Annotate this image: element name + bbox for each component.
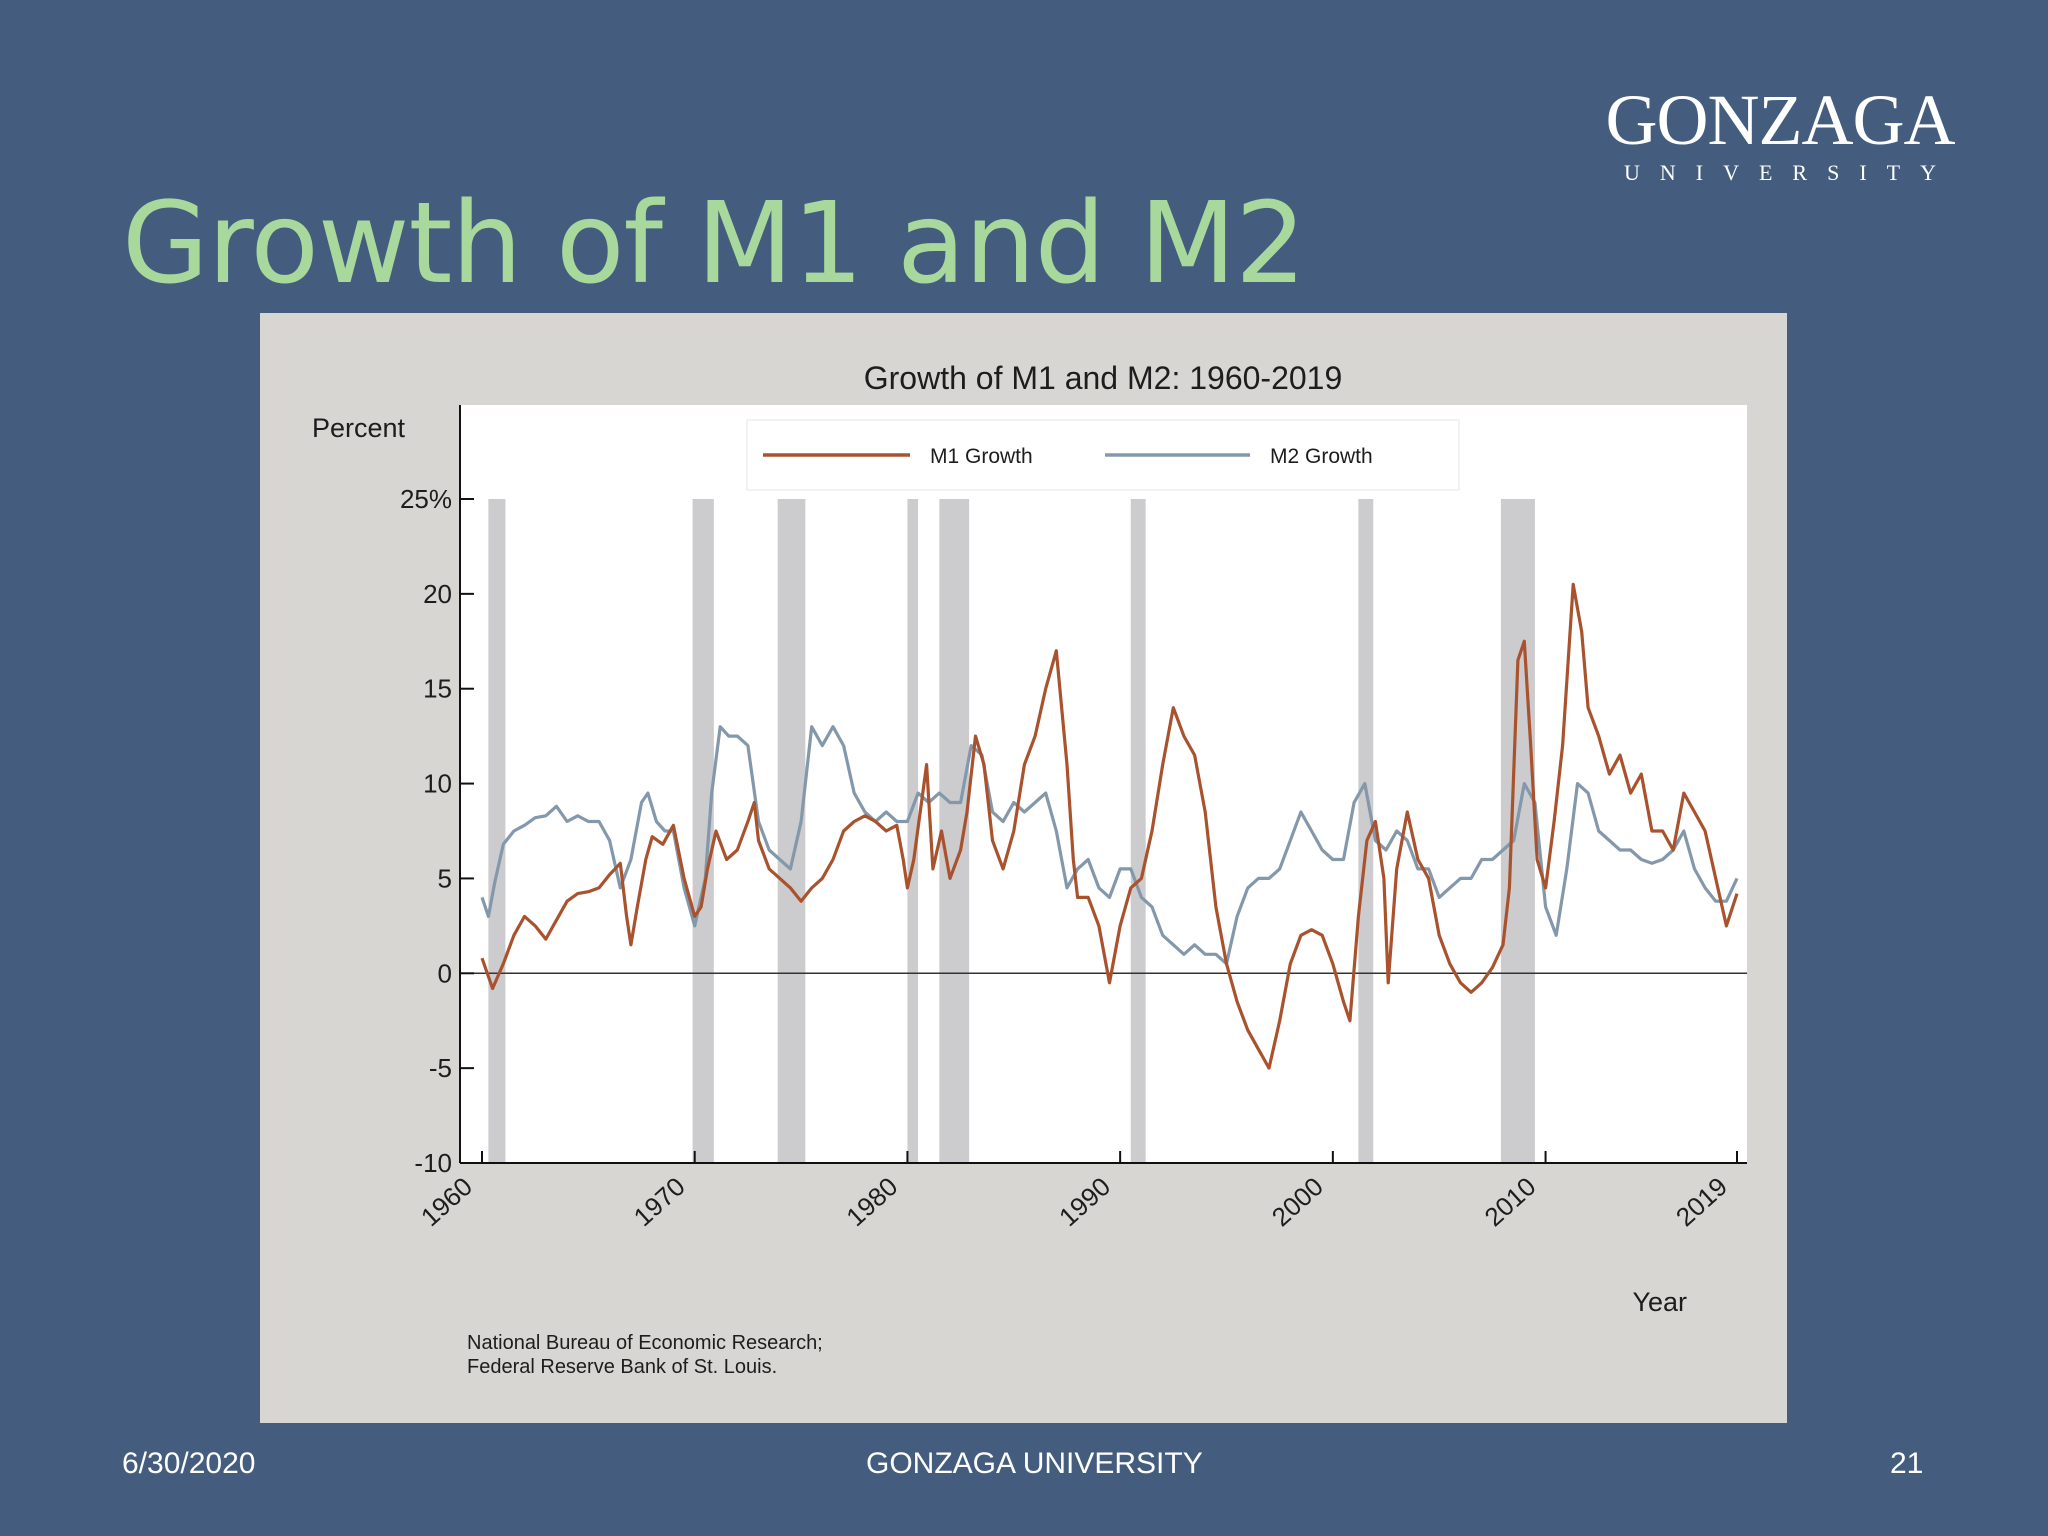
y-axis-label: Percent [312, 413, 406, 443]
source-line-1: National Bureau of Economic Research; [467, 1332, 823, 1354]
x-tick-label: 2019 [1670, 1171, 1733, 1232]
y-tick-label: 0 [438, 958, 452, 988]
x-axis-label: Year [1632, 1287, 1687, 1317]
plot-area [460, 405, 1747, 1163]
legend-m1-label: M1 Growth [930, 445, 1033, 468]
legend-m2-label: M2 Growth [1270, 445, 1373, 468]
recession-band-4 [907, 499, 919, 1163]
source-line-2: Federal Reserve Bank of St. Louis. [467, 1356, 777, 1378]
footer-university: GONZAGA UNIVERSITY [866, 1447, 1203, 1480]
recession-band-2 [692, 499, 714, 1163]
x-tick-label: 1970 [628, 1171, 691, 1232]
y-tick-label: 25% [400, 484, 452, 514]
y-tick-label: -10 [414, 1148, 452, 1178]
logo-wordmark: GONZAGA [1605, 80, 1956, 160]
recession-band-8 [1500, 499, 1535, 1163]
x-tick-label: 2000 [1266, 1171, 1329, 1232]
gonzaga-logo: GONZAGA UNIVERSITY [1600, 84, 1960, 186]
x-tick-label: 1960 [415, 1171, 478, 1232]
y-tick-label: 10 [423, 769, 452, 799]
recession-band-7 [1358, 499, 1374, 1163]
chart-title: Growth of M1 and M2: 1960-2019 [864, 360, 1343, 396]
y-tick-label: 15 [423, 674, 452, 704]
recession-band-1 [488, 499, 506, 1163]
recession-band-6 [1130, 499, 1146, 1163]
logo-subtext: UNIVERSITY [1624, 160, 1956, 185]
recession-bands [488, 499, 1535, 1163]
chart-panel: 25% 20 15 10 5 0 -5 -10 1960 1970 1980 1990 2000 2010… [260, 313, 1787, 1423]
series-layer [480, 582, 1739, 1070]
legend: M1 Growth M2 Growth [746, 419, 1460, 491]
recession-band-3 [777, 499, 806, 1163]
page-number: 21 [1890, 1447, 1924, 1480]
y-tick-label: -5 [429, 1053, 452, 1083]
footer-date: 6/30/2020 [122, 1447, 256, 1480]
y-tick-label: 20 [423, 579, 452, 609]
slide-title: Growth of M1 and M2 [122, 179, 1306, 309]
x-tick-label: 2010 [1479, 1171, 1542, 1232]
y-tick-label: 5 [438, 863, 452, 893]
m1-growth-line [480, 582, 1739, 1070]
x-tick-label: 1990 [1053, 1171, 1116, 1232]
x-tick-label: 1980 [840, 1171, 903, 1232]
